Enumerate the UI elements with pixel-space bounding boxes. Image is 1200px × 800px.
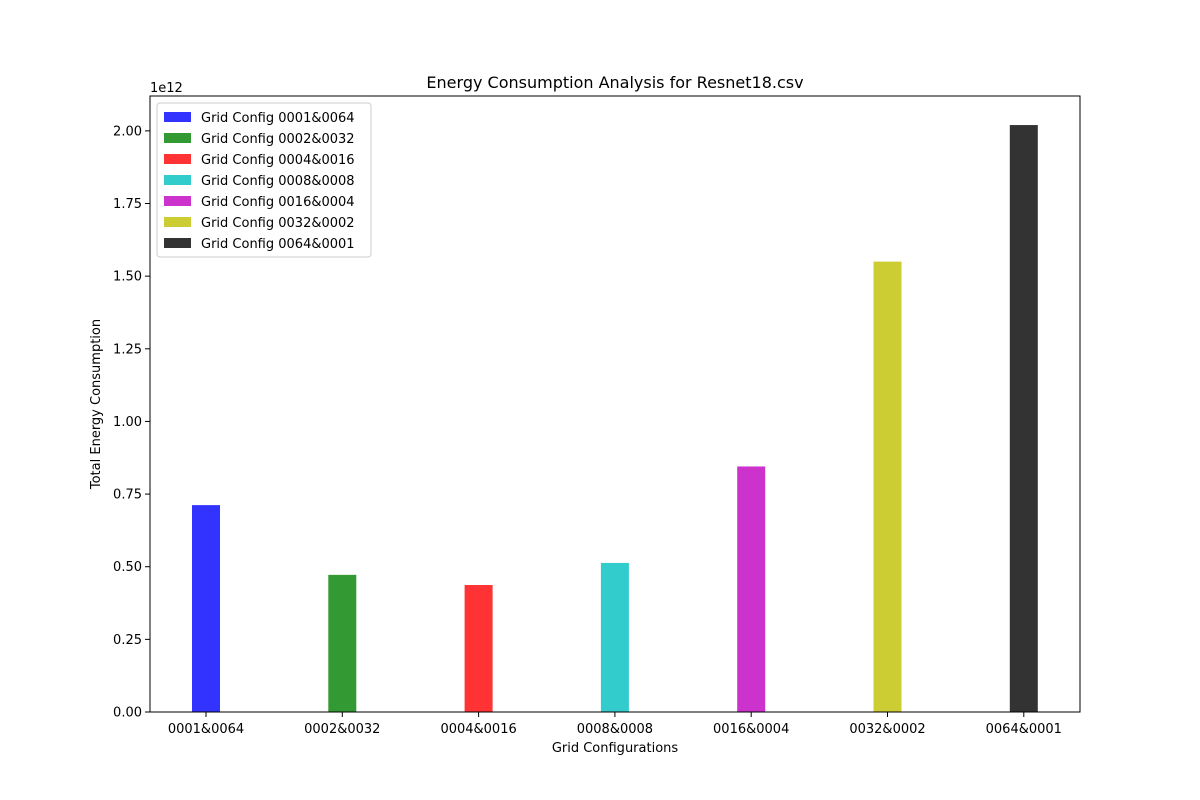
x-axis-label: Grid Configurations [552,741,679,756]
legend-entry: Grid Config 0001&0064 [201,111,355,126]
legend-swatch [164,175,191,185]
bars-group [192,125,1038,713]
x-tick-label: 0008&0008 [577,722,653,737]
legend-swatch [164,112,191,122]
x-tick-label: 0002&0032 [304,722,380,737]
y-tick-label: 1.00 [113,415,142,430]
y-offset-label: 1e12 [150,81,183,96]
legend-box [156,102,372,258]
legend-swatch [164,238,191,248]
bar-0002-0032 [328,574,357,712]
y-tick-label: 0.75 [113,488,142,503]
legend-entry: Grid Config 0032&0002 [201,216,355,231]
y-tick-label: 2.00 [113,124,142,139]
bar-0064-0001 [1009,125,1038,713]
x-tick-label: 0001&0064 [168,722,244,737]
y-axis: 0.00 0.25 0.50 0.75 1.00 1.25 1.50 1.75 2.00 [113,124,150,721]
x-tick-label: 0032&0002 [849,722,925,737]
legend-entry: Grid Config 0064&0001 [201,237,355,252]
y-tick-label: 0.25 [113,633,142,648]
bar-0001-0064 [192,505,220,712]
legend-entry: Grid Config 0008&0008 [201,174,355,189]
bar-0004-0016 [464,585,493,712]
y-tick-label: 0.50 [113,560,142,575]
y-tick-label: 1.75 [113,197,142,212]
x-tick-label: 0004&0016 [440,722,516,737]
legend-entry: Grid Config 0016&0004 [201,195,355,210]
y-axis-label: Total Energy Consumption [89,319,104,490]
chart-title: Energy Consumption Analysis for Resnet18… [426,73,803,92]
y-tick-label: 1.50 [113,270,142,285]
y-tick-label: 1.25 [113,342,142,357]
x-tick-label: 0016&0004 [713,722,789,737]
bar-0008-0008 [600,562,629,712]
legend-entry: Grid Config 0002&0032 [201,132,355,147]
legend: Grid Config 0001&0064 Grid Config 0002&00… [156,102,372,258]
bar-0016-0004 [737,466,766,712]
legend-entry: Grid Config 0004&0016 [201,153,355,168]
x-tick-label: 0064&0001 [986,722,1062,737]
legend-swatch [164,133,191,143]
x-axis: 0001&0064 0002&0032 0004&0016 0008&0008 0016… [168,712,1062,737]
y-tick-label: 0.00 [113,706,142,721]
bar-0032-0002 [873,261,902,712]
legend-swatch [164,217,191,227]
legend-swatch [164,196,191,206]
plot-frame [149,95,1081,713]
legend-swatch [164,154,191,164]
